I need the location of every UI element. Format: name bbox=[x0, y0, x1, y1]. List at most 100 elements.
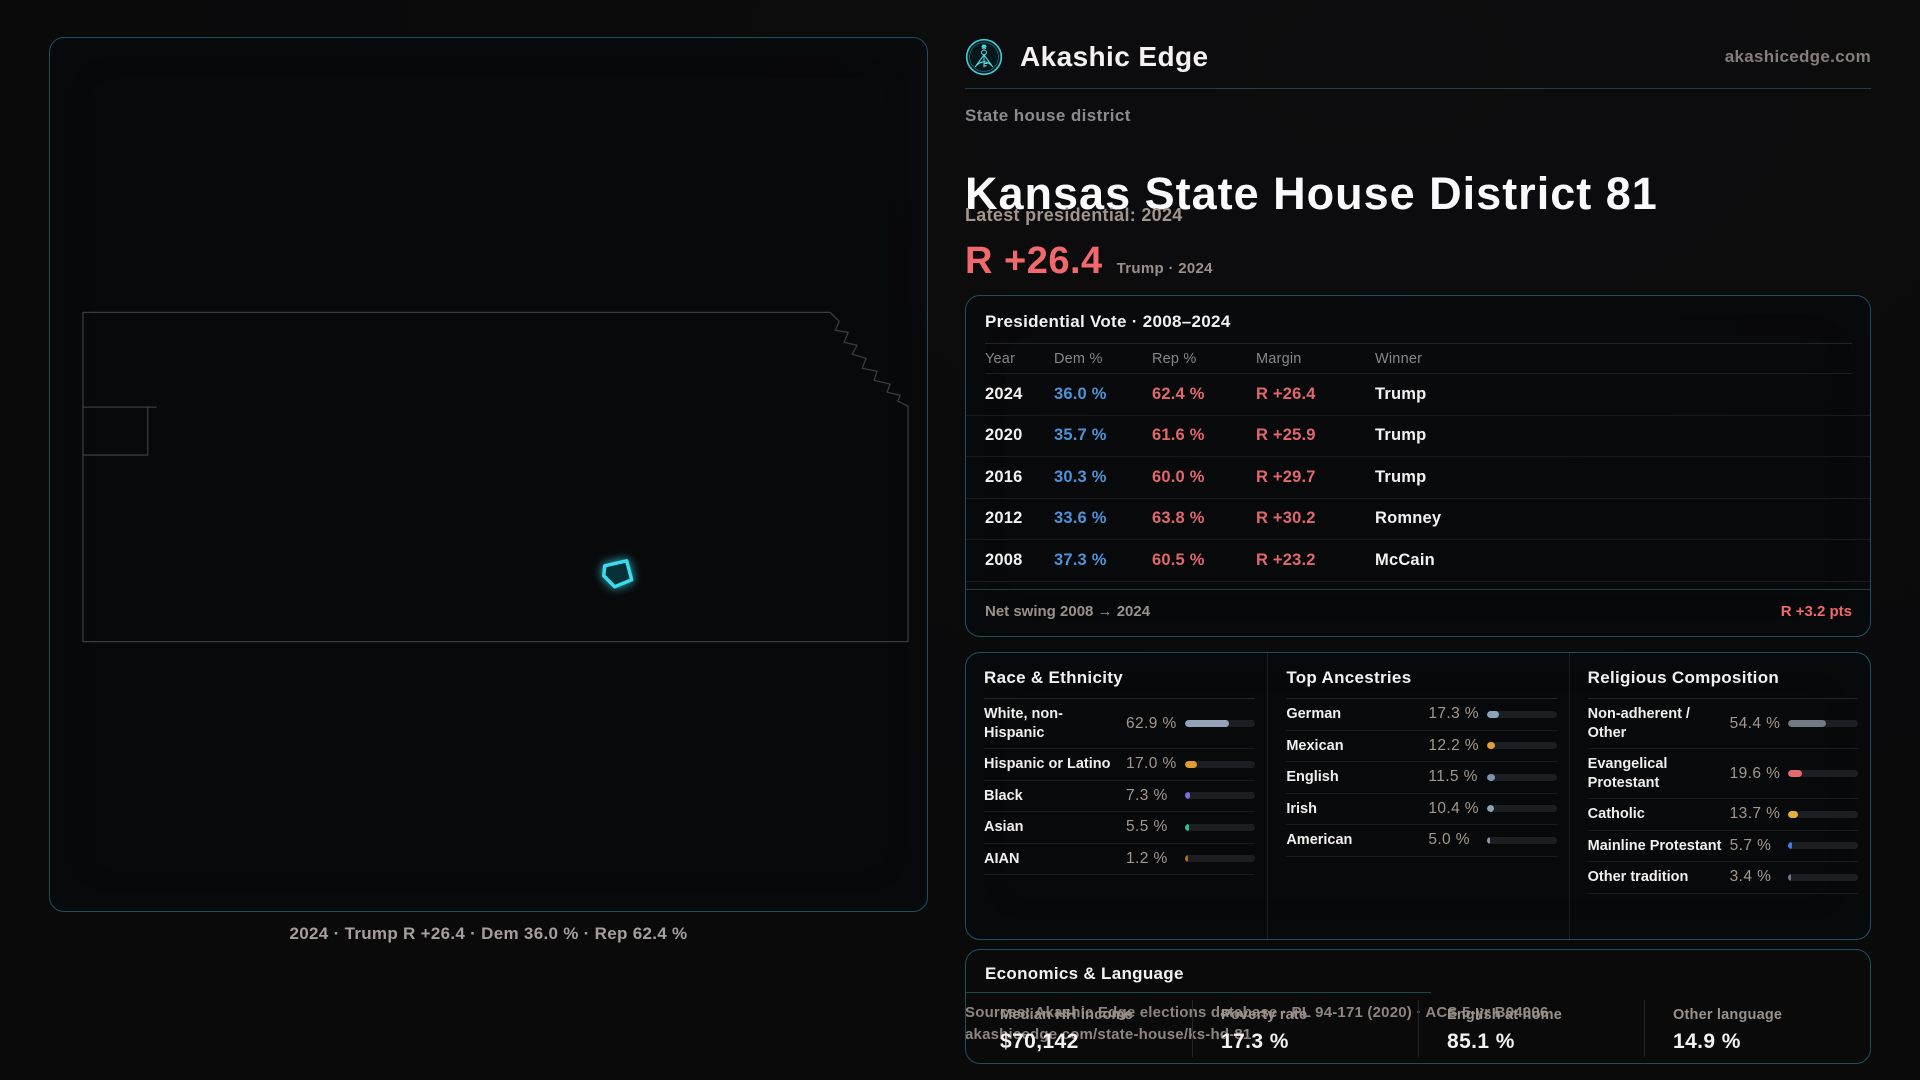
permalink[interactable]: akashicedge.com/state-house/ks-hd-81 bbox=[965, 1025, 1252, 1043]
vote-row-2016: 2016 30.3 % 60.0 % R +29.7 Trump bbox=[966, 457, 1870, 499]
divider bbox=[985, 373, 1852, 374]
vote-row-2012: 2012 33.6 % 63.8 % R +30.2 Romney bbox=[966, 499, 1870, 540]
race-ethnicity-title: Race & Ethnicity bbox=[984, 668, 1256, 699]
margin-context: Trump · 2024 bbox=[1116, 260, 1213, 277]
rep-pct-cell: 60.5 % bbox=[1152, 550, 1205, 569]
economics-stat-label: Poverty rate bbox=[1221, 1007, 1308, 1023]
rep-pct-cell: 63.8 % bbox=[1152, 509, 1205, 528]
net-swing-row: Net swing 2008 → 2024 R +3.2 pts bbox=[966, 588, 1870, 620]
stat-value: 62.9 % bbox=[1126, 714, 1177, 732]
winner-cell: Romney bbox=[1375, 509, 1442, 528]
net-swing-label: Net swing 2008 → 2024 bbox=[985, 602, 1151, 620]
stat-label: Other tradition bbox=[1587, 869, 1689, 885]
economics-stat: Poverty rate 17.3 % bbox=[1192, 1000, 1418, 1057]
akashic-edge-logo-icon bbox=[965, 38, 1003, 76]
stat-value: 12.2 % bbox=[1428, 736, 1479, 754]
rep-pct-cell: 62.4 % bbox=[1152, 384, 1205, 403]
stat-bar bbox=[1185, 792, 1256, 800]
margin-value: R +26.4 bbox=[965, 240, 1103, 282]
rep-pct-cell: 60.0 % bbox=[1152, 467, 1205, 486]
app-header: Akashic Edge akashicedge.com bbox=[965, 38, 1871, 76]
stat-row: American 5.0 % bbox=[1286, 825, 1557, 857]
year-cell: 2008 bbox=[985, 550, 1023, 569]
column-header-rep: Rep % bbox=[1152, 350, 1197, 367]
vote-row-2024: 2024 36.0 % 62.4 % R +26.4 Trump bbox=[966, 374, 1870, 416]
divider bbox=[966, 992, 1431, 993]
stat-bar-fill bbox=[1486, 836, 1491, 844]
column-header-dem: Dem % bbox=[1054, 350, 1103, 367]
stat-value: 17.3 % bbox=[1428, 705, 1479, 723]
sources-line: Sources: Akashic Edge elections database… bbox=[965, 1004, 1549, 1021]
stat-bar bbox=[1185, 760, 1256, 768]
economics-stat-value: 17.3 % bbox=[1221, 1030, 1289, 1053]
religious-composition-title: Religious Composition bbox=[1587, 668, 1858, 699]
stat-row: Black 7.3 % bbox=[984, 781, 1256, 812]
stat-value: 3.4 % bbox=[1729, 868, 1772, 886]
stat-label: American bbox=[1286, 832, 1353, 848]
stat-bar-fill bbox=[1788, 770, 1802, 777]
kansas-map bbox=[82, 311, 909, 643]
stat-bar bbox=[1185, 855, 1256, 863]
stat-row: AIAN 1.2 % bbox=[984, 844, 1256, 875]
stat-row: Irish 10.4 % bbox=[1286, 794, 1557, 825]
column-header-year: Year bbox=[985, 350, 1016, 367]
stat-value: 17.0 % bbox=[1126, 755, 1177, 773]
dem-pct-cell: 30.3 % bbox=[1054, 467, 1107, 486]
stat-row: Asian 5.5 % bbox=[984, 812, 1256, 844]
sources-footer: Sources: Akashic Edge elections database… bbox=[965, 1002, 1548, 1045]
right-column: Akashic Edge akashicedge.com State house… bbox=[965, 0, 1871, 1080]
margin-cell: R +30.2 bbox=[1256, 509, 1316, 528]
brand-domain-link[interactable]: akashicedge.com bbox=[1724, 47, 1871, 66]
headline-margin: R +26.4 Trump · 2024 bbox=[965, 240, 1213, 283]
economics-stat: English at home 85.1 % bbox=[1418, 1000, 1644, 1057]
stat-bar-fill bbox=[1788, 842, 1792, 850]
stat-label: Catholic bbox=[1587, 806, 1645, 822]
economics-stat-label: Median HH income bbox=[1000, 1007, 1133, 1023]
stat-value: 54.4 % bbox=[1729, 714, 1781, 732]
stat-bar bbox=[1788, 842, 1858, 850]
economics-stat-label: Other language bbox=[1673, 1007, 1783, 1023]
dem-pct-cell: 37.3 % bbox=[1054, 550, 1107, 569]
stat-label: Irish bbox=[1286, 800, 1317, 817]
economics-stat-value: $70,142 bbox=[1000, 1030, 1079, 1053]
top-ancestries-title: Top Ancestries bbox=[1286, 668, 1557, 699]
dem-pct-cell: 36.0 % bbox=[1054, 384, 1107, 403]
economics-title: Economics & Language bbox=[985, 964, 1184, 983]
stat-bar bbox=[1486, 805, 1557, 813]
stat-row: Other tradition 3.4 % bbox=[1587, 862, 1858, 894]
stat-bar-fill bbox=[1185, 760, 1198, 768]
stat-bar bbox=[1486, 710, 1557, 718]
west-district-boundary bbox=[82, 406, 157, 456]
stat-row: Evangelical Protestant 19.6 % bbox=[1587, 749, 1858, 799]
dem-pct-cell: 33.6 % bbox=[1054, 509, 1107, 528]
stat-label: AIAN bbox=[984, 850, 1020, 867]
stat-label: Black bbox=[984, 787, 1023, 804]
stat-value: 11.5 % bbox=[1428, 768, 1478, 786]
stat-bar-fill bbox=[1486, 805, 1494, 813]
vote-table-header-row: Year Dem % Rep % Margin Winner bbox=[966, 344, 1870, 373]
stat-bar bbox=[1486, 773, 1557, 781]
stat-row: Non-adherent / Other 54.4 % bbox=[1587, 699, 1858, 749]
stat-value: 13.7 % bbox=[1729, 805, 1781, 823]
stat-bar bbox=[1486, 836, 1557, 844]
stat-bar bbox=[1788, 770, 1858, 777]
stat-bar-fill bbox=[1486, 742, 1496, 750]
dem-pct-cell: 35.7 % bbox=[1054, 426, 1107, 445]
stat-bar-fill bbox=[1788, 720, 1827, 727]
stat-value: 1.2 % bbox=[1126, 849, 1168, 867]
column-header-margin: Margin bbox=[1256, 350, 1302, 367]
stat-label: Mainline Protestant bbox=[1587, 837, 1722, 854]
economics-stat-value: 14.9 % bbox=[1673, 1030, 1741, 1053]
margin-cell: R +29.7 bbox=[1256, 467, 1316, 486]
stat-bar-fill bbox=[1788, 873, 1791, 881]
stat-label: English bbox=[1286, 769, 1339, 785]
stat-bar bbox=[1788, 810, 1858, 818]
margin-cell: R +25.9 bbox=[1256, 426, 1316, 445]
stat-bar bbox=[1486, 742, 1557, 750]
map-caption: 2024 · Trump R +26.4 · Dem 36.0 % · Rep … bbox=[289, 924, 688, 943]
margin-cell: R +26.4 bbox=[1256, 384, 1316, 403]
stat-bar bbox=[1788, 873, 1858, 881]
stat-label: German bbox=[1286, 706, 1342, 722]
stat-label: White, non-Hispanic bbox=[984, 706, 1063, 741]
